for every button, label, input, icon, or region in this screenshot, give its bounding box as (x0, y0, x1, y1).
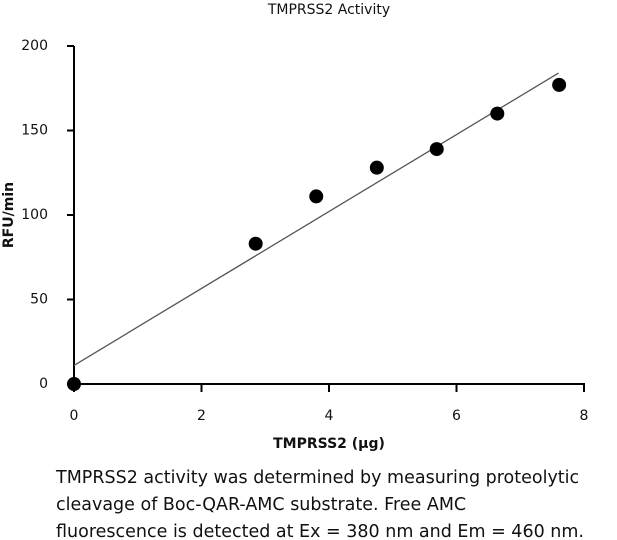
caption-line: cleavage of Boc-QAR-AMC substrate. Free … (56, 495, 466, 515)
x-tick-label: 4 (325, 408, 334, 424)
y-axis-label: RFU/min (1, 182, 17, 248)
x-tick-label: 2 (197, 408, 206, 424)
y-tick-label: 50 (30, 292, 48, 308)
data-point (67, 377, 81, 391)
data-point (369, 160, 384, 175)
fit-line (73, 72, 559, 366)
data-point (248, 236, 263, 251)
x-tick-label: 0 (70, 408, 79, 424)
x-axis-label: TMPRSS2 (µg) (273, 436, 385, 452)
data-point (309, 189, 324, 204)
y-tick-label: 0 (39, 376, 48, 392)
data-point (552, 77, 567, 92)
y-tick-label: 200 (21, 38, 48, 54)
data-point (429, 142, 444, 157)
x-tick-label: 8 (580, 408, 589, 424)
caption-line: TMPRSS2 activity was determined by measu… (55, 468, 579, 488)
chart-title: TMPRSS2 Activity (267, 2, 390, 18)
y-tick-label: 150 (21, 123, 48, 139)
y-tick-label: 100 (21, 207, 48, 223)
caption-line: fluorescence is detected at Ex = 380 nm … (56, 522, 584, 540)
data-point (490, 106, 505, 121)
x-tick-label: 6 (452, 408, 461, 424)
